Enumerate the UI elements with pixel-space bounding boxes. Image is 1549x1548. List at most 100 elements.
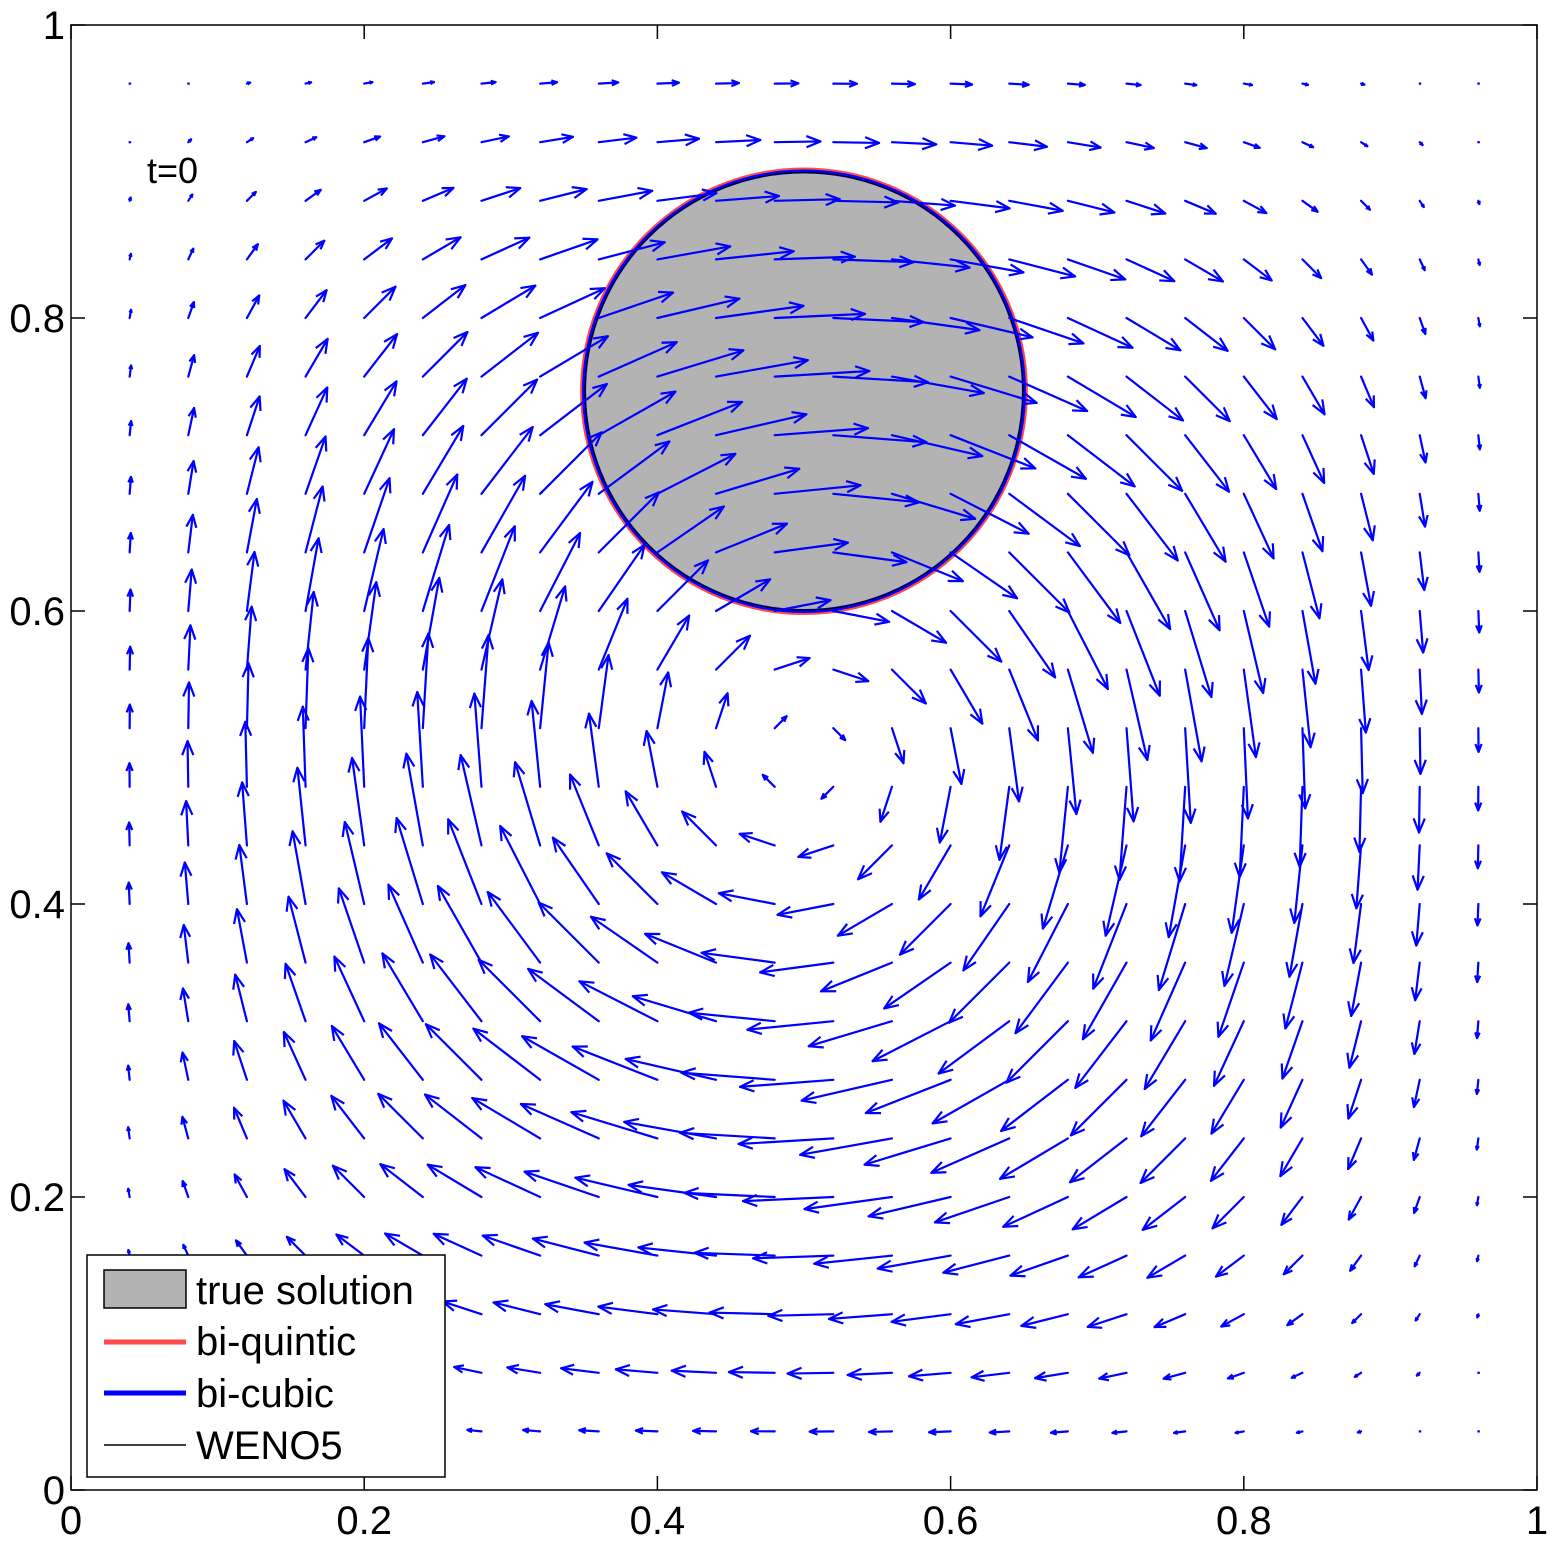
quiver-arrow bbox=[708, 1306, 776, 1320]
quiver-arrow bbox=[526, 699, 542, 788]
quiver-arrow bbox=[1411, 1078, 1421, 1109]
quiver-arrow bbox=[1233, 785, 1247, 879]
quiver-arrow bbox=[1301, 551, 1323, 620]
quiver-arrow bbox=[1410, 902, 1424, 947]
quiver-arrow bbox=[426, 1163, 483, 1199]
quiver-arrow bbox=[1301, 258, 1323, 280]
quiver-arrow bbox=[336, 887, 366, 964]
x-tick-label: 0.4 bbox=[630, 1499, 686, 1543]
quiver-arrow bbox=[1026, 902, 1069, 984]
quiver-arrow bbox=[627, 1180, 718, 1199]
quiver-arrow bbox=[1301, 492, 1325, 553]
quiver-arrow bbox=[656, 188, 718, 202]
x-tick-label: 0.6 bbox=[923, 1499, 979, 1543]
quiver-arrow bbox=[1411, 1137, 1421, 1161]
quiver-arrow bbox=[539, 133, 574, 144]
quiver-arrow bbox=[232, 908, 249, 964]
quiver-arrow bbox=[883, 961, 952, 1010]
quiver-arrow bbox=[304, 537, 323, 613]
quiver-arrow bbox=[1301, 82, 1310, 87]
quiver-arrow bbox=[1474, 1078, 1481, 1095]
quiver-arrow bbox=[737, 1136, 835, 1150]
quiver-arrow bbox=[381, 952, 424, 1023]
quiver-arrow bbox=[1008, 199, 1064, 215]
quiver-arrow bbox=[656, 295, 741, 320]
quiver-arrow bbox=[1098, 1371, 1128, 1382]
quiver-arrow bbox=[714, 134, 762, 148]
quiver-arrow bbox=[820, 961, 894, 993]
quiver-arrow bbox=[363, 380, 398, 437]
quiver-arrow bbox=[1066, 140, 1102, 152]
quiver-arrow bbox=[519, 1102, 600, 1140]
quiver-arrow bbox=[1242, 492, 1275, 560]
quiver-arrow bbox=[1077, 1254, 1128, 1279]
quiver-arrow bbox=[187, 354, 197, 378]
quiver-arrow bbox=[1350, 844, 1364, 910]
quiver-arrow bbox=[1416, 551, 1429, 592]
quiver-arrow bbox=[1125, 258, 1176, 283]
quiver-arrow bbox=[1153, 1313, 1187, 1329]
quiver-arrow bbox=[1020, 1313, 1069, 1329]
quiver-arrow bbox=[1418, 316, 1427, 335]
quiver-arrow bbox=[949, 492, 1030, 535]
quiver-arrow bbox=[304, 485, 326, 554]
quiver-arrow bbox=[384, 1232, 424, 1257]
quiver-arrow bbox=[1113, 785, 1128, 882]
quiver-arrow bbox=[1474, 1137, 1480, 1151]
quiver-arrow bbox=[1086, 1313, 1128, 1329]
quiver-arrow bbox=[304, 337, 329, 378]
quiver-arrow bbox=[244, 605, 258, 671]
quiver-arrow bbox=[949, 727, 966, 786]
quiver-arrow bbox=[890, 258, 971, 273]
quiver-arrow bbox=[480, 79, 497, 86]
quiver-arrow bbox=[1242, 668, 1261, 759]
quiver-arrow bbox=[234, 843, 249, 906]
quiver-arrow bbox=[692, 1426, 718, 1436]
quiver-arrow bbox=[623, 1117, 718, 1140]
quiver-arrow bbox=[1348, 902, 1363, 965]
quiver-arrow bbox=[1141, 1195, 1187, 1231]
quiver-arrow bbox=[1410, 1020, 1422, 1056]
quiver-arrow bbox=[127, 196, 132, 202]
quiver-arrow bbox=[1081, 961, 1128, 1041]
quiver-arrow bbox=[1125, 375, 1185, 422]
quiver-arrow bbox=[126, 1126, 132, 1140]
quiver-arrow bbox=[377, 1022, 424, 1081]
y-tick-label: 0.2 bbox=[9, 1176, 65, 1220]
quiver-arrow bbox=[1074, 1020, 1128, 1089]
quiver-arrow bbox=[1301, 199, 1319, 213]
quiver-arrow bbox=[1476, 199, 1481, 206]
quiver-arrow bbox=[970, 1369, 1011, 1382]
quiver-arrow bbox=[1359, 375, 1376, 409]
quiver-arrow bbox=[1410, 961, 1423, 1002]
quiver-arrow bbox=[182, 1243, 190, 1257]
quiver-arrow bbox=[1473, 902, 1482, 927]
quiver-arrow bbox=[330, 1024, 366, 1081]
quiver-arrow bbox=[799, 1137, 894, 1159]
quiver-arrow bbox=[236, 781, 250, 847]
quiver-arrow bbox=[1286, 1313, 1304, 1327]
quiver-arrow bbox=[1172, 1429, 1187, 1435]
quiver-arrow bbox=[1184, 316, 1229, 352]
quiver-arrow bbox=[1285, 902, 1304, 978]
quiver-arrow bbox=[1355, 727, 1369, 795]
quiver-arrow bbox=[1125, 316, 1182, 352]
quiver-arrow bbox=[1002, 1195, 1069, 1228]
quiver-arrow bbox=[898, 902, 952, 956]
quiver-arrow bbox=[813, 1254, 894, 1269]
quiver-arrow bbox=[480, 578, 506, 671]
quiver-arrow bbox=[523, 1169, 600, 1199]
quiver-arrow bbox=[363, 285, 397, 320]
quiver-arrow bbox=[1295, 1429, 1304, 1435]
quiver-arrow bbox=[1184, 82, 1198, 88]
quiver-arrow bbox=[429, 953, 483, 1023]
quiver-arrow bbox=[126, 1187, 131, 1199]
quiver-arrow bbox=[282, 1030, 307, 1081]
quiver-arrow bbox=[878, 785, 894, 823]
quiver-arrow bbox=[1413, 1254, 1421, 1268]
quiver-arrow bbox=[890, 375, 985, 398]
quiver-arrow bbox=[1418, 258, 1426, 272]
quiver-arrow bbox=[125, 1003, 132, 1023]
quiver-arrow bbox=[1414, 668, 1428, 715]
quiver-arrow bbox=[1008, 434, 1087, 480]
